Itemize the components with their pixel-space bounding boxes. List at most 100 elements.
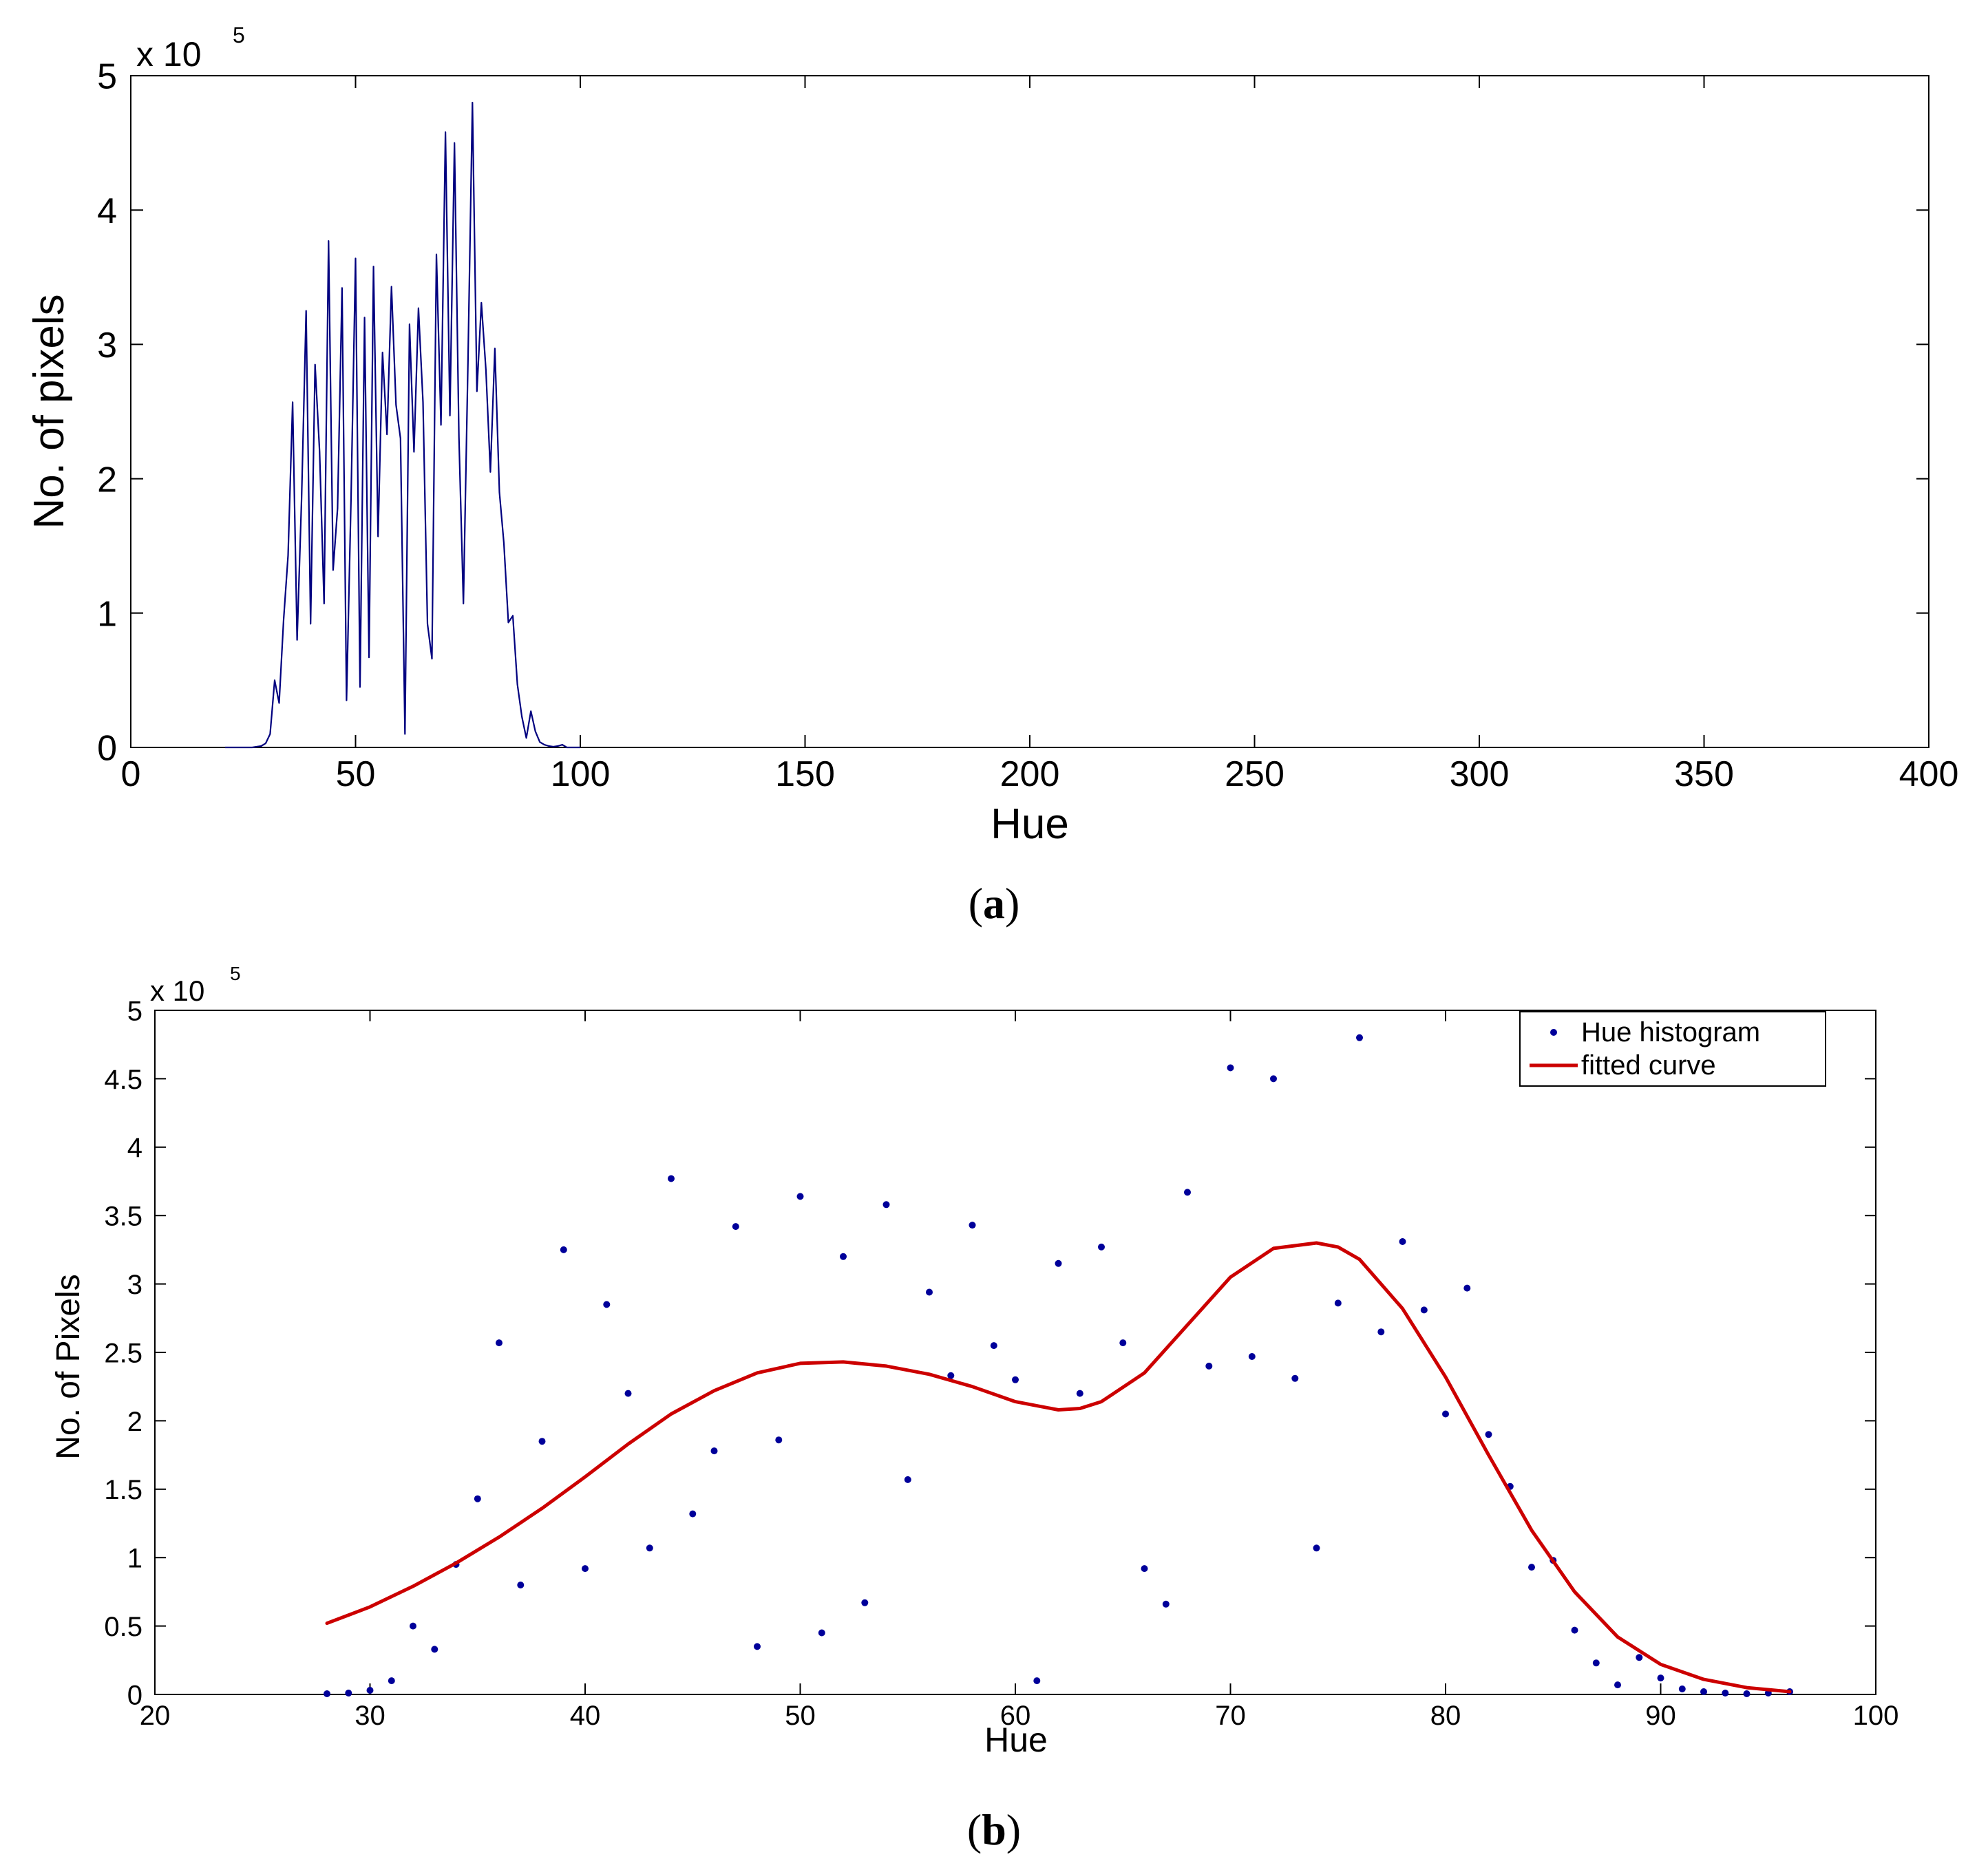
hue-histogram-point (1227, 1064, 1234, 1072)
y-tick-label: 2.5 (104, 1338, 142, 1368)
hue-histogram-point (1291, 1374, 1299, 1382)
y-tick-label: 0.5 (104, 1612, 142, 1642)
hue-histogram-point (904, 1476, 911, 1483)
hue-histogram-point (538, 1438, 546, 1445)
panel-b-series (324, 1034, 1793, 1697)
hue-histogram-point (668, 1175, 675, 1182)
hue-histogram-point (1636, 1654, 1643, 1661)
hue-histogram-point (1098, 1243, 1105, 1251)
y-tick-label: 1.5 (104, 1475, 142, 1505)
hue-histogram-point (969, 1222, 976, 1229)
panel-a-series (225, 101, 580, 749)
hue-histogram-point (1248, 1353, 1256, 1360)
x-tick-label: 20 (140, 1701, 171, 1731)
y-tick-label: 0 (97, 729, 117, 769)
y-tick-label: 3 (127, 1270, 142, 1300)
y-tick-label: 2 (127, 1407, 142, 1437)
panel-a-chart: 0 50 100 150 200 250 300 350 400 0 1 2 3 4 5 x 10 5 Hu… (25, 23, 1958, 928)
hue-histogram-point (474, 1495, 481, 1502)
hue-histogram-point (1334, 1299, 1342, 1307)
panel-b-x-axis-label: Hue (984, 1721, 1048, 1759)
x-tick-label: 50 (336, 754, 376, 794)
hue-histogram-point (840, 1253, 847, 1260)
x-tick-label: 300 (1450, 754, 1510, 794)
hue-histogram-point (775, 1436, 783, 1444)
panel-b-legend: Hue histogram fitted curve (1519, 1011, 1826, 1087)
y-tick-label: 4 (97, 191, 117, 231)
hue-histogram-point (1678, 1685, 1686, 1692)
x-tick-label: 400 (1899, 754, 1959, 794)
hue-histogram-point (1743, 1690, 1751, 1697)
hue-histogram-point (1033, 1677, 1041, 1685)
y-tick-label: 3 (97, 326, 117, 365)
x-tick-label: 70 (1215, 1701, 1246, 1731)
x-tick-label: 30 (355, 1701, 385, 1731)
hue-histogram-point (1270, 1075, 1277, 1083)
x-tick-label: 100 (1853, 1701, 1899, 1731)
hue-histogram-point (1119, 1339, 1127, 1347)
y-tick-label: 2 (97, 460, 117, 500)
hue-histogram-point (1076, 1390, 1083, 1397)
hue-histogram-point (1442, 1410, 1449, 1418)
panel-b-exponent-power: 5 (230, 963, 241, 984)
hue-histogram-point (410, 1622, 416, 1630)
x-tick-label: 90 (1645, 1701, 1676, 1731)
hue-histogram-point (582, 1565, 589, 1573)
panel-a-plot-area (130, 75, 1929, 748)
x-tick-label: 80 (1430, 1701, 1461, 1731)
hue-histogram-point (646, 1544, 653, 1552)
hue-histogram-point (1592, 1659, 1600, 1667)
hue-histogram-point (1528, 1564, 1535, 1571)
x-tick-label: 50 (785, 1701, 816, 1731)
panel-a-x-axis-label: Hue (991, 800, 1069, 848)
y-tick-label: 5 (127, 996, 142, 1026)
hue-histogram-point (796, 1193, 804, 1200)
panel-b-tick-labels: 20 30 40 50 60 70 80 90 100 0 0.5 1 1.5 2 2.5 3 3.5 4 4.5 5 (104, 996, 1899, 1731)
hue-histogram-point (624, 1390, 632, 1397)
hue-histogram-point (818, 1629, 825, 1637)
x-tick-label: 100 (551, 754, 611, 794)
hue-histogram-point (1141, 1565, 1148, 1573)
hue-histogram-point (882, 1201, 890, 1209)
hue-histogram-point (1399, 1238, 1406, 1245)
y-tick-label: 5 (97, 57, 117, 97)
panel-b-y-axis-label: No. of Pixels (50, 1274, 87, 1459)
hue-histogram-point (431, 1646, 438, 1653)
hue-histogram-point (1356, 1034, 1363, 1041)
panel-b-plot-area (154, 1010, 1876, 1695)
hue-histogram-point (1722, 1690, 1729, 1696)
hue-histogram-point (926, 1288, 933, 1296)
legend-fitted-curve-label: fitted curve (1581, 1050, 1716, 1081)
hue-histogram-point (710, 1447, 718, 1455)
hue-histogram-point (1377, 1328, 1385, 1336)
panel-a-ticks (130, 75, 1929, 748)
panel-a-caption: (a) (969, 879, 1020, 928)
hue-histogram-point (560, 1246, 567, 1253)
panel-b-caption-letter: b (982, 1805, 1006, 1854)
x-tick-label: 250 (1225, 754, 1284, 794)
hue-histogram-point (689, 1510, 697, 1518)
hue-histogram-point (947, 1372, 955, 1379)
panel-a-caption-letter: a (983, 879, 1005, 928)
hue-histogram-point (1571, 1626, 1578, 1634)
hue-histogram-point (1184, 1189, 1191, 1196)
hue-histogram-point (496, 1339, 503, 1347)
hue-histogram-point (388, 1677, 395, 1685)
hue-histogram-point (1485, 1431, 1492, 1438)
y-tick-label: 4 (127, 1133, 142, 1163)
hue-histogram-point (754, 1643, 761, 1650)
x-tick-label: 40 (570, 1701, 601, 1731)
y-tick-label: 4.5 (104, 1065, 142, 1095)
y-tick-label: 3.5 (104, 1202, 142, 1232)
hue-histogram-point (1463, 1284, 1471, 1292)
y-tick-label: 1 (97, 595, 117, 635)
hue-histogram-point (517, 1582, 525, 1588)
hue-histogram-point (990, 1342, 997, 1350)
legend-hue-histogram-label: Hue histogram (1581, 1017, 1760, 1047)
hue-histogram-point (366, 1687, 374, 1694)
panel-a-exponent-power: 5 (233, 23, 245, 47)
hue-histogram-point (1055, 1259, 1062, 1267)
hue-histogram-point (1614, 1681, 1621, 1689)
hue-histogram-point (861, 1599, 869, 1606)
hue-histogram-point (1205, 1362, 1213, 1370)
